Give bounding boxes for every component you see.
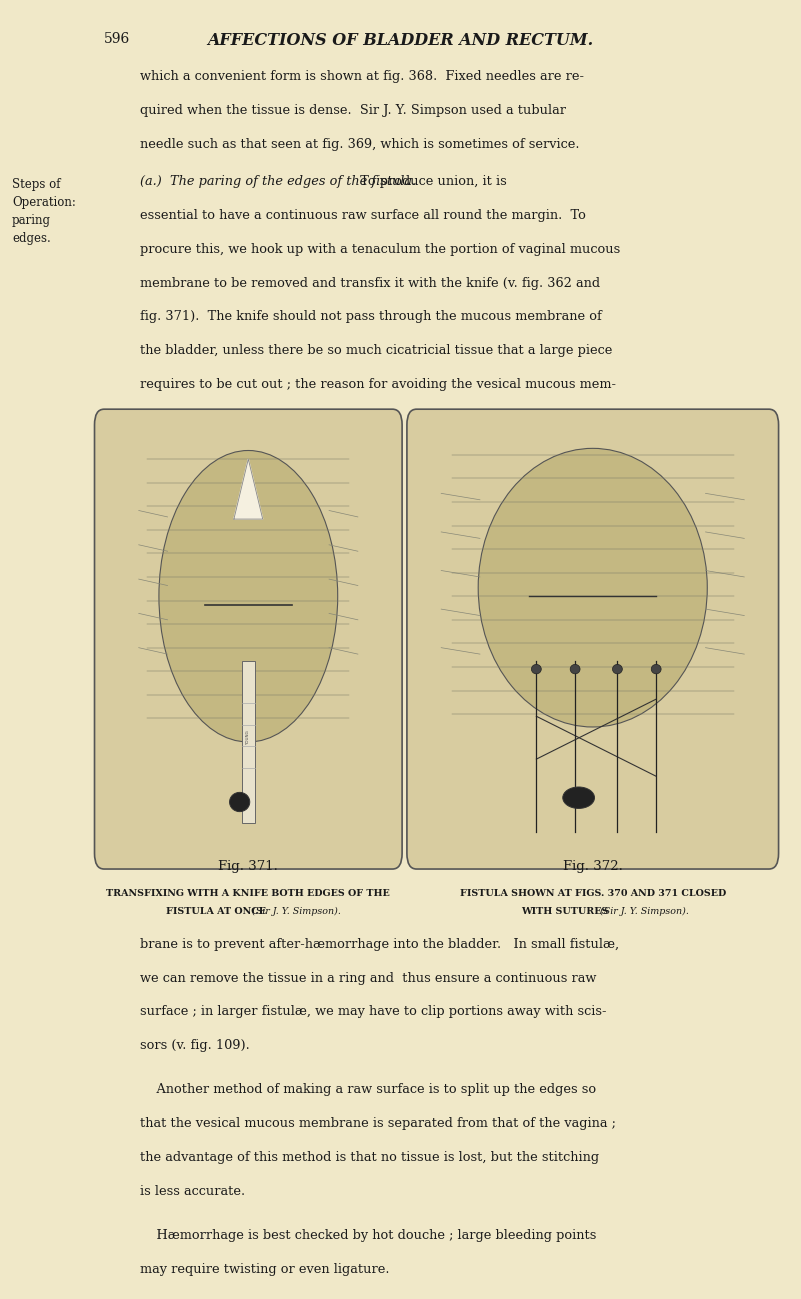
Text: the bladder, unless there be so much cicatricial tissue that a large piece: the bladder, unless there be so much cic… bbox=[140, 344, 613, 357]
Ellipse shape bbox=[478, 448, 707, 727]
Text: which a convenient form is shown at fig. 368.  Fixed needles are re-: which a convenient form is shown at fig.… bbox=[140, 70, 584, 83]
FancyBboxPatch shape bbox=[95, 409, 402, 869]
Text: requires to be cut out ; the reason for avoiding the vesical mucous mem-: requires to be cut out ; the reason for … bbox=[140, 378, 616, 391]
Text: AFFECTIONS OF BLADDER AND RECTUM.: AFFECTIONS OF BLADDER AND RECTUM. bbox=[207, 32, 594, 49]
Bar bbox=[242, 660, 255, 824]
Text: we can remove the tissue in a ring and  thus ensure a continuous raw: we can remove the tissue in a ring and t… bbox=[140, 972, 597, 985]
Text: membrane to be removed and transfix it with the knife (v. fig. 362 and: membrane to be removed and transfix it w… bbox=[140, 277, 600, 290]
Text: WITH SUTURES: WITH SUTURES bbox=[521, 907, 609, 916]
Text: (a.)  The paring of the edges of the fistula.: (a.) The paring of the edges of the fist… bbox=[140, 175, 417, 188]
Ellipse shape bbox=[613, 664, 622, 674]
Text: procure this, we hook up with a tenaculum the portion of vaginal mucous: procure this, we hook up with a tenaculu… bbox=[140, 243, 621, 256]
Ellipse shape bbox=[563, 787, 594, 808]
Text: essential to have a continuous raw surface all round the margin.  To: essential to have a continuous raw surfa… bbox=[140, 209, 586, 222]
Polygon shape bbox=[234, 459, 263, 520]
Text: (Sir J. Y. Simpson).: (Sir J. Y. Simpson). bbox=[601, 907, 689, 916]
Text: Another method of making a raw surface is to split up the edges so: Another method of making a raw surface i… bbox=[140, 1083, 596, 1096]
Text: Steps of
Operation:
paring
edges.: Steps of Operation: paring edges. bbox=[12, 178, 76, 246]
Text: YOUNG: YOUNG bbox=[247, 730, 250, 746]
Text: is less accurate.: is less accurate. bbox=[140, 1185, 245, 1198]
Text: quired when the tissue is dense.  Sir J. Y. Simpson used a tubular: quired when the tissue is dense. Sir J. … bbox=[140, 104, 566, 117]
Text: Fig. 371.: Fig. 371. bbox=[219, 860, 278, 873]
Text: To produce union, it is: To produce union, it is bbox=[352, 175, 507, 188]
Text: the advantage of this method is that no tissue is lost, but the stitching: the advantage of this method is that no … bbox=[140, 1151, 599, 1164]
Text: fig. 371).  The knife should not pass through the mucous membrane of: fig. 371). The knife should not pass thr… bbox=[140, 310, 602, 323]
Text: that the vesical mucous membrane is separated from that of the vagina ;: that the vesical mucous membrane is sepa… bbox=[140, 1117, 616, 1130]
Ellipse shape bbox=[159, 451, 338, 742]
Text: Fig. 372.: Fig. 372. bbox=[563, 860, 622, 873]
Text: FISTULA SHOWN AT FIGS. 370 AND 371 CLOSED: FISTULA SHOWN AT FIGS. 370 AND 371 CLOSE… bbox=[460, 889, 726, 898]
Text: needle such as that seen at fig. 369, which is sometimes of service.: needle such as that seen at fig. 369, wh… bbox=[140, 138, 580, 151]
Text: surface ; in larger fistulæ, we may have to clip portions away with scis-: surface ; in larger fistulæ, we may have… bbox=[140, 1005, 606, 1018]
Ellipse shape bbox=[531, 664, 541, 674]
Text: may require twisting or even ligature.: may require twisting or even ligature. bbox=[140, 1263, 389, 1276]
Text: Hæmorrhage is best checked by hot douche ; large bleeding points: Hæmorrhage is best checked by hot douche… bbox=[140, 1229, 597, 1242]
Ellipse shape bbox=[570, 664, 580, 674]
Text: (Sir J. Y. Simpson).: (Sir J. Y. Simpson). bbox=[252, 907, 340, 916]
Text: FISTULA AT ONCE: FISTULA AT ONCE bbox=[167, 907, 266, 916]
Text: 596: 596 bbox=[104, 32, 131, 47]
Text: sors (v. fig. 109).: sors (v. fig. 109). bbox=[140, 1039, 250, 1052]
Text: TRANSFIXING WITH A KNIFE BOTH EDGES OF THE: TRANSFIXING WITH A KNIFE BOTH EDGES OF T… bbox=[107, 889, 390, 898]
FancyBboxPatch shape bbox=[407, 409, 779, 869]
Text: brane is to prevent after-hæmorrhage into the bladder.   In small fistulæ,: brane is to prevent after-hæmorrhage int… bbox=[140, 938, 619, 951]
Ellipse shape bbox=[651, 664, 661, 674]
Ellipse shape bbox=[230, 792, 250, 812]
